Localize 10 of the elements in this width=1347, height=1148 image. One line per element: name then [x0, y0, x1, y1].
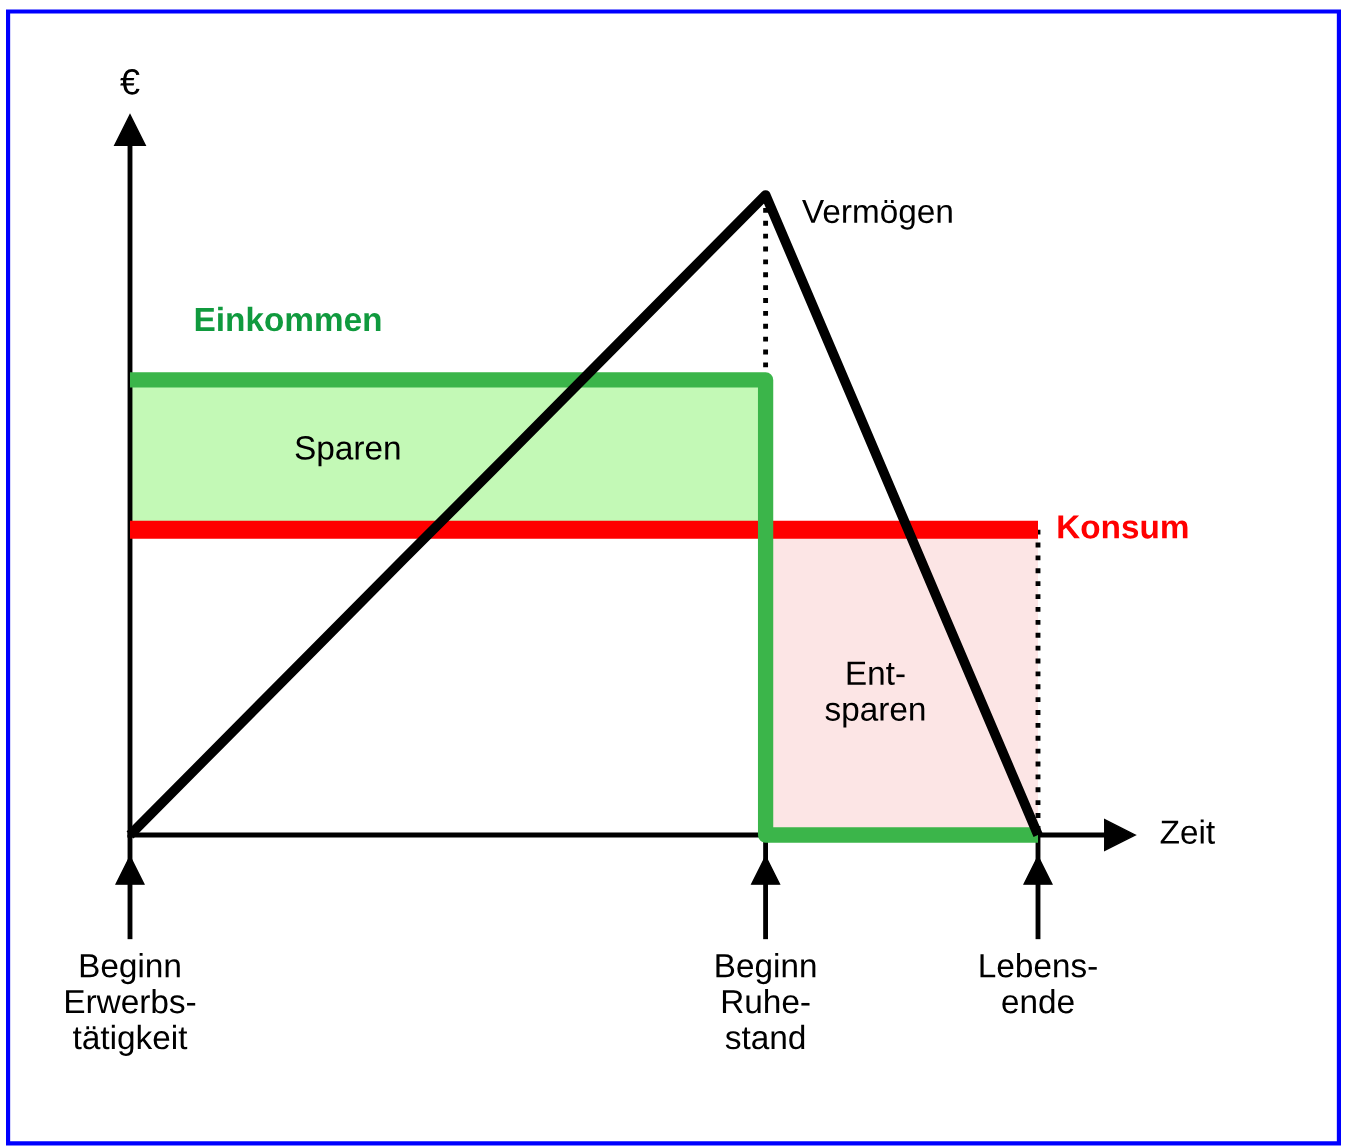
- x-axis-title: Zeit: [1160, 819, 1215, 844]
- x-tick-label: Beginn Ruhe- stand: [716, 953, 816, 1050]
- series-label: Konsum: [1058, 515, 1188, 539]
- annotation: Sparen: [295, 436, 400, 467]
- x-tick-label: Beginn Erwerbs- tätigkeit: [66, 953, 196, 1056]
- y-axis-title: €: [120, 69, 140, 95]
- x-tick-label: Lebens- ende: [980, 953, 1097, 1014]
- series-label: Einkommen: [195, 306, 381, 332]
- series-label: Vermögen: [802, 199, 952, 230]
- annotation: Ent- sparen: [825, 661, 925, 728]
